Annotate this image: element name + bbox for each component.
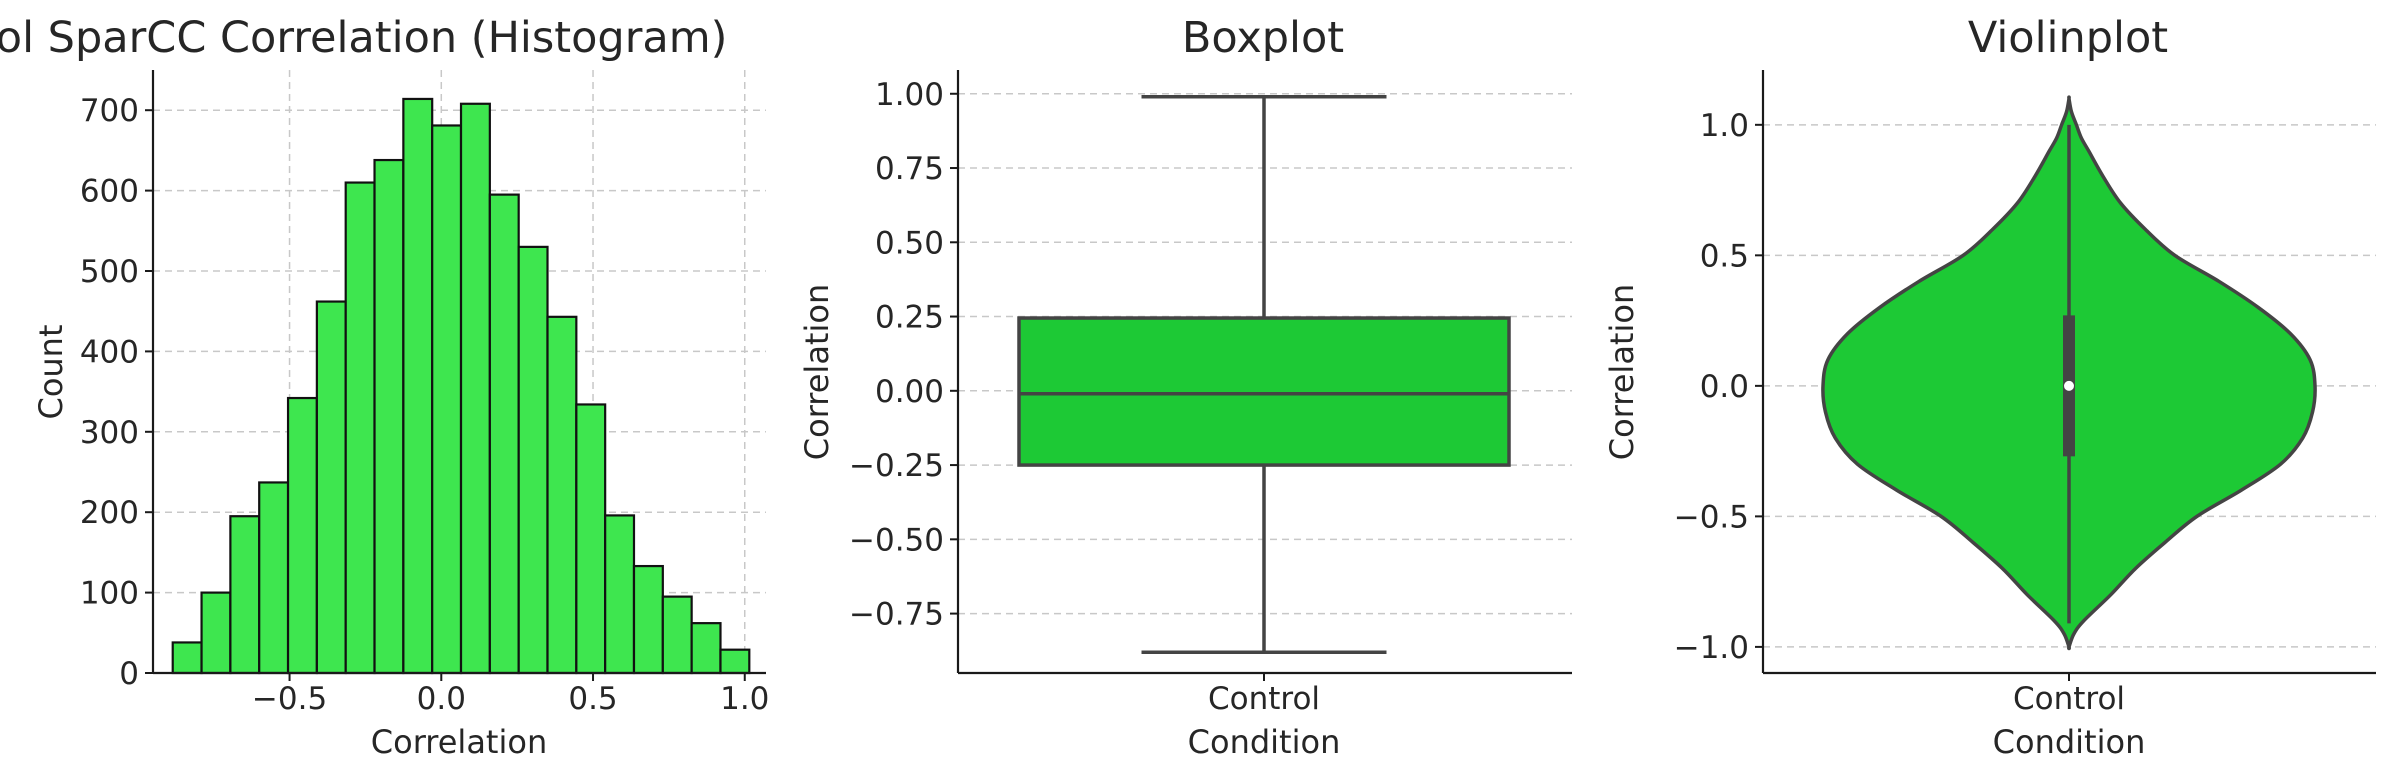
histogram-x-tick-label: 1.0 [720,681,769,717]
histogram-bar [719,648,751,675]
histogram-y-tick-label: 300 [80,415,139,451]
histogram-bar [200,591,232,675]
boxplot-y-tick-label: −0.50 [849,522,944,558]
histogram-y-ticks: 0 100 200 300 400 500 600 700 [80,93,153,692]
histogram-bar [402,97,434,675]
histogram-y-tick-label: 400 [80,334,139,370]
histogram-y-tick-label: 700 [80,93,139,129]
histogram-y-label: Count [32,324,70,419]
boxplot-y-tick-label: 0.25 [875,300,944,336]
boxplot-box-group [1017,94,1511,654]
histogram-bar [171,641,203,675]
histogram-x-ticks: −0.5 0.0 0.5 1.0 [252,673,769,717]
violin-median-marker [2064,380,2074,391]
histogram-bar [459,102,491,675]
histogram-bar [315,300,347,675]
histogram-bar [373,158,405,675]
histogram-bar [258,481,290,675]
histogram-bar [661,595,693,675]
boxplot-y-tick-label: 1.00 [875,77,944,113]
histogram-title: Control SparCC Correlation (Histogram) [0,13,727,63]
boxplot-y-tick-label: −0.75 [849,597,944,633]
boxplot-y-tick-label: 0.75 [875,151,944,187]
histogram-bar [517,245,549,675]
histogram-x-tick-label: 0.0 [417,681,466,717]
histogram-y-tick-label: 0 [119,656,139,692]
boxplot-panel: Boxplot −0.75 −0.50 −0.25 0.00 0.25 0.50 0.75 1… [798,13,1572,761]
boxplot-title: Boxplot [1182,13,1344,63]
boxplot-y-tick-label: 0.50 [875,225,944,261]
histogram-bar [229,515,261,675]
histogram-bar [575,403,607,675]
boxplot-y-tick-label: −0.25 [849,448,944,484]
histogram-y-tick-label: 100 [80,576,139,612]
histogram-x-tick-label: 0.5 [568,681,617,717]
histogram-y-tick-label: 600 [80,174,139,210]
violin-body-group [1821,95,2317,651]
histogram-bar [690,622,722,675]
histogram-bars [171,97,751,675]
histogram-x-tick-label: −0.5 [252,681,327,717]
violin-title: Violinplot [1968,13,2168,63]
violin-y-tick-label: 0.5 [1700,238,1749,274]
histogram-bar [286,396,318,675]
histogram-bar [546,315,578,675]
violin-y-tick-label: −1.0 [1674,630,1749,666]
histogram-panel: Control SparCC Correlation (Histogram) −… [0,13,769,761]
histogram-bar [488,193,520,675]
violin-x-tick-label: Control [2013,681,2125,717]
histogram-bar [632,564,664,675]
violin-y-tick-label: 0.0 [1700,369,1749,405]
boxplot-x-tick-label: Control [1208,681,1320,717]
violin-panel: Violinplot −1.0 −0.5 0.0 0.5 1.0 Control Con… [1603,13,2376,761]
histogram-y-tick-label: 500 [80,254,139,290]
violin-y-tick-label: 1.0 [1700,108,1749,144]
boxplot-y-ticks: −0.75 −0.50 −0.25 0.00 0.25 0.50 0.75 1.00 [849,77,958,633]
violin-x-label: Condition [1993,723,2146,761]
boxplot-box [1017,316,1511,467]
histogram-bar [604,514,636,675]
histogram-bar [431,124,463,675]
histogram-bar [344,181,376,675]
violin-y-label: Correlation [1603,284,1641,460]
violin-y-tick-label: −0.5 [1674,499,1749,535]
histogram-y-tick-label: 200 [80,495,139,531]
boxplot-y-label: Correlation [798,284,836,460]
histogram-x-label: Correlation [371,723,547,761]
boxplot-y-tick-label: 0.00 [875,374,944,410]
violin-y-ticks: −1.0 −0.5 0.0 0.5 1.0 [1674,108,1763,666]
boxplot-x-label: Condition [1188,723,1341,761]
